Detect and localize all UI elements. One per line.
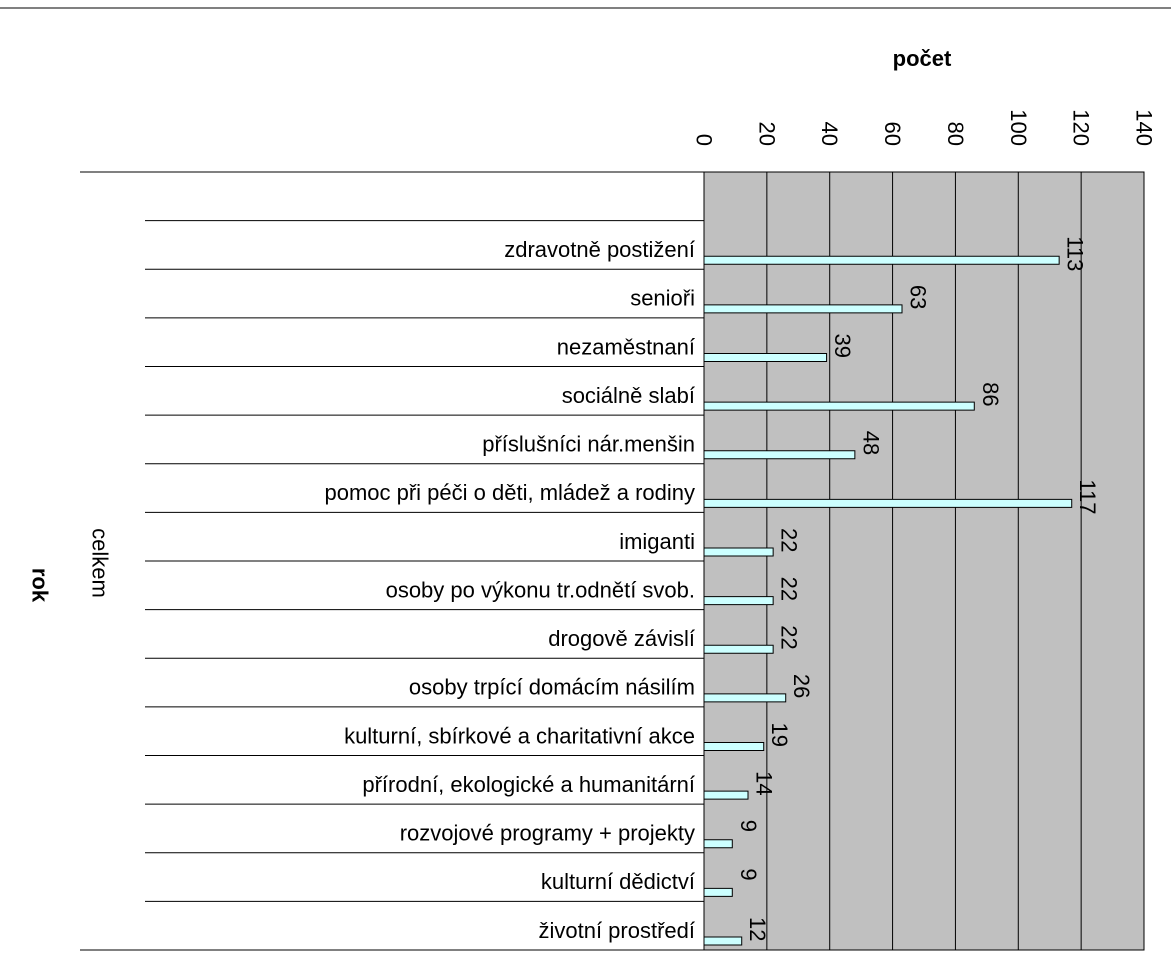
data-label: 14: [752, 771, 777, 795]
bar: [703, 401, 975, 411]
data-label: 22: [777, 528, 802, 552]
bar: [703, 790, 749, 800]
y-tick-label: životní prostředí: [538, 918, 695, 943]
x-tick-label: 20: [754, 122, 779, 146]
bar: [703, 450, 856, 460]
data-label: 117: [1075, 479, 1100, 514]
bar: [703, 353, 828, 362]
y-tick-label: sociálně slabí: [562, 383, 695, 408]
y-tick-label: imiganti: [619, 529, 695, 554]
y-tick-label: osoby po výkonu tr.odnětí svob.: [386, 577, 695, 602]
bar: [703, 742, 765, 751]
x-tick-label: 0: [692, 134, 717, 146]
y-tick-label: drogově závislí: [548, 626, 695, 651]
y-tick-label: senioři: [630, 286, 695, 311]
data-label: 19: [767, 723, 792, 747]
data-label: 86: [978, 382, 1003, 406]
y-tick-label: osoby trpící domácím násilím: [409, 675, 695, 700]
y-tick-label: příslušníci nár.menšin: [482, 432, 695, 457]
plot-area: [703, 171, 1145, 951]
bar: [703, 304, 903, 314]
y-tick-label: kulturní, sbírkové a charitativní akce: [344, 723, 695, 748]
y-tick-label: zdravotně postižení: [504, 237, 695, 262]
bar: [703, 936, 743, 946]
bar: [703, 498, 1073, 508]
bar: [703, 887, 733, 897]
x-tick-label: 140: [1132, 109, 1157, 146]
y-axis-title: rok: [28, 568, 53, 603]
y-tick-label: přírodní, ekologické a humanitární: [362, 772, 695, 797]
bar: [703, 644, 774, 654]
y-tick-label: kulturní dědictví: [541, 869, 695, 894]
data-label: 22: [777, 625, 802, 649]
group-label: celkem: [88, 528, 113, 598]
bar: [703, 596, 774, 606]
data-label: 9: [736, 868, 761, 880]
x-tick-label: 120: [1069, 109, 1094, 146]
bar: [703, 255, 1060, 265]
x-tick-label: 60: [880, 122, 905, 146]
x-tick-label: 100: [1006, 109, 1031, 146]
bar: [703, 547, 774, 557]
chart-title: počet: [893, 46, 952, 71]
data-label: 113: [1063, 236, 1088, 271]
x-tick-label: 40: [817, 122, 842, 146]
bar: [703, 839, 733, 849]
y-tick-label: pomoc při péči o děti, mládež a rodiny: [324, 480, 695, 505]
data-label: 9: [736, 820, 761, 832]
y-tick-label: nezaměstnaní: [557, 334, 695, 359]
y-tick-label: rozvojové programy + projekty: [400, 821, 695, 846]
data-label: 26: [789, 674, 814, 698]
data-label: 39: [830, 334, 855, 358]
bar: [703, 693, 787, 703]
data-label: 63: [906, 285, 931, 309]
data-label: 48: [858, 431, 883, 455]
x-tick-label: 80: [943, 122, 968, 146]
data-label: 12: [745, 917, 770, 941]
data-label: 22: [777, 577, 802, 601]
